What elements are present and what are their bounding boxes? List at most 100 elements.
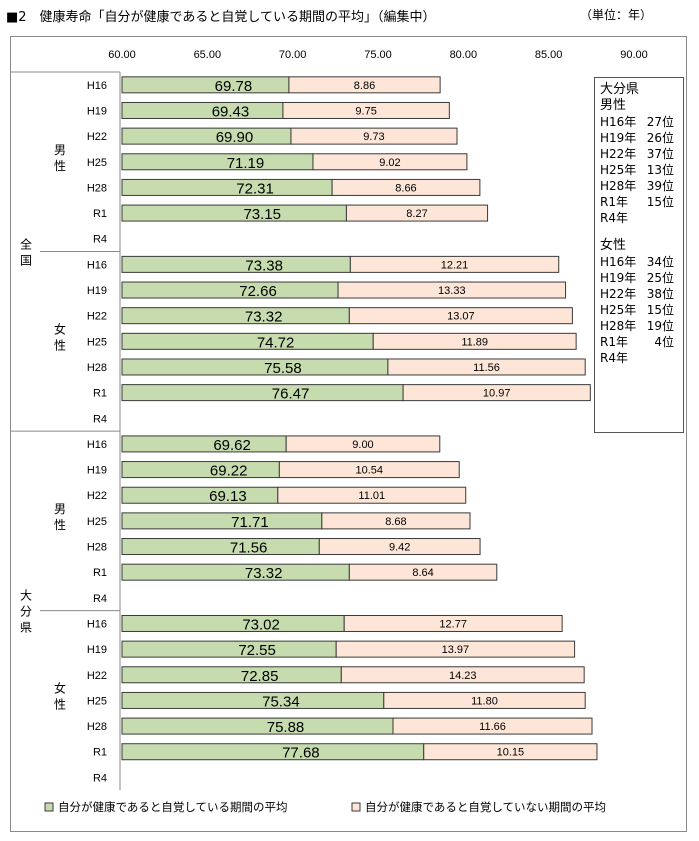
healthy-value-label: 76.47: [272, 386, 310, 403]
healthy-bar: [121, 640, 337, 658]
rank-box-female-label: 女性: [600, 238, 627, 253]
female-rank-row: H22年 38位: [600, 286, 683, 302]
healthy-bar: [121, 666, 342, 684]
unhealthy-value-label: 11.01: [358, 490, 385, 502]
healthy-value-label: 75.88: [267, 719, 305, 736]
unhealthy-value-label: 9.42: [389, 542, 410, 554]
unhealthy-bar: [290, 127, 458, 145]
unhealthy-bar: [278, 461, 460, 479]
healthy-value-label: 72.85: [241, 668, 279, 685]
group-label-char: 男: [54, 143, 66, 157]
healthy-bar: [121, 512, 323, 530]
healthy-value-label: 75.34: [262, 693, 300, 710]
female-rank-value: 4位: [654, 335, 674, 349]
unhealthy-bar: [392, 717, 593, 735]
female-rank-row: R4年: [600, 350, 683, 366]
year-label: H25: [87, 516, 107, 528]
healthy-value-label: 69.78: [215, 78, 253, 95]
x-tick-label: 85.00: [535, 49, 563, 61]
unhealthy-bar: [372, 332, 577, 350]
unhealthy-value-label: 9.02: [379, 157, 400, 169]
male-rank-value: 39位: [646, 179, 674, 193]
group-label-char: 女: [54, 321, 66, 336]
group-label-char: 性: [54, 697, 66, 711]
unhealthy-bar: [331, 178, 481, 196]
group-label-char: 女: [54, 680, 66, 695]
x-tick-label: 70.00: [279, 49, 307, 61]
unhealthy-value-label: 8.27: [406, 208, 427, 220]
region-label-char: 国: [20, 254, 32, 268]
healthy-value-label: 73.32: [245, 309, 283, 326]
healthy-value-label: 73.38: [245, 257, 283, 274]
healthy-bar: [121, 717, 394, 735]
year-label: R1: [93, 567, 107, 579]
female-rank-row: H28年 19位: [600, 318, 683, 334]
healthy-bar: [121, 614, 345, 632]
female-rank-value: 19位: [646, 319, 674, 333]
male-rank-year: H22年: [600, 147, 637, 161]
year-label: R4: [93, 593, 107, 605]
year-label: H19: [87, 465, 107, 477]
healthy-bar: [121, 281, 339, 299]
healthy-bar: [121, 691, 385, 709]
healthy-value-label: 69.90: [216, 129, 254, 146]
unhealthy-bar: [340, 666, 585, 684]
unhealthy-bar: [282, 101, 450, 119]
healthy-value-label: 69.13: [209, 488, 247, 505]
healthy-bar: [121, 101, 284, 119]
female-rank-row: H25年 15位: [600, 302, 683, 318]
year-label: H19: [87, 105, 107, 117]
healthy-value-label: 77.68: [282, 745, 320, 762]
healthy-value-label: 74.72: [257, 334, 295, 351]
group-label-char: 性: [54, 159, 66, 173]
unhealthy-bar: [383, 691, 586, 709]
unhealthy-value-label: 11.56: [473, 362, 500, 374]
unhealthy-value-label: 14.23: [449, 670, 477, 682]
unhealthy-bar: [318, 538, 481, 556]
female-rank-row: H19年 25位: [600, 270, 683, 286]
healthy-bar: [121, 255, 351, 273]
year-label: H28: [87, 542, 107, 554]
chart-title: ■2 健康寿命「自分が健康であると自覚している期間の平均」（編集中）: [6, 10, 436, 25]
male-rank-row: R1年 15位: [600, 194, 683, 210]
year-label: H16: [87, 618, 107, 630]
unhealthy-value-label: 10.54: [356, 465, 384, 477]
year-label: R1: [93, 208, 107, 220]
unhealthy-value-label: 8.86: [354, 80, 375, 92]
year-label: R4: [93, 234, 107, 246]
male-rank-row: H19年 26位: [600, 130, 683, 146]
unhealthy-bar: [285, 435, 441, 453]
unhealthy-value-label: 12.77: [439, 618, 467, 630]
unhealthy-value-label: 8.66: [395, 182, 416, 194]
female-rank-value: 34位: [646, 255, 674, 269]
unhealthy-bar: [402, 384, 591, 402]
healthy-bar: [121, 486, 279, 504]
healthy-bar: [121, 178, 333, 196]
healthy-bar: [121, 204, 347, 222]
female-rank-value: 38位: [646, 287, 674, 301]
year-label: H28: [87, 721, 107, 733]
unhealthy-bar: [321, 512, 471, 530]
male-rank-value: 13位: [646, 163, 674, 177]
male-rank-year: R1年: [600, 195, 628, 209]
healthy-bar: [121, 127, 292, 145]
healthy-value-label: 72.31: [236, 180, 274, 197]
female-rank-year: R4年: [600, 351, 628, 365]
unhealthy-value-label: 9.73: [363, 131, 384, 143]
group-label-char: 性: [54, 338, 66, 352]
female-rank-year: H28年: [600, 319, 637, 333]
region-label-char: 全: [20, 237, 32, 252]
female-rank-row: R1年 4位: [600, 334, 683, 350]
year-label: H22: [87, 670, 107, 682]
female-rank-list: H16年 34位 H19年 25位 H22年 38位 H25年 15位 H28年 19位 R1年 4位…: [600, 254, 683, 366]
unhealthy-bar: [288, 76, 441, 94]
healthy-bar: [121, 153, 314, 171]
unhealthy-value-label: 10.97: [483, 388, 511, 400]
male-rank-row: H28年 39位: [600, 178, 683, 194]
male-rank-year: R4年: [600, 211, 628, 225]
female-rank-value: 25位: [646, 271, 674, 285]
x-tick-label: 65.00: [194, 49, 222, 61]
healthy-value-label: 73.02: [242, 616, 280, 633]
year-label: H28: [87, 362, 107, 374]
legend-swatch-unhealthy: [351, 802, 361, 812]
